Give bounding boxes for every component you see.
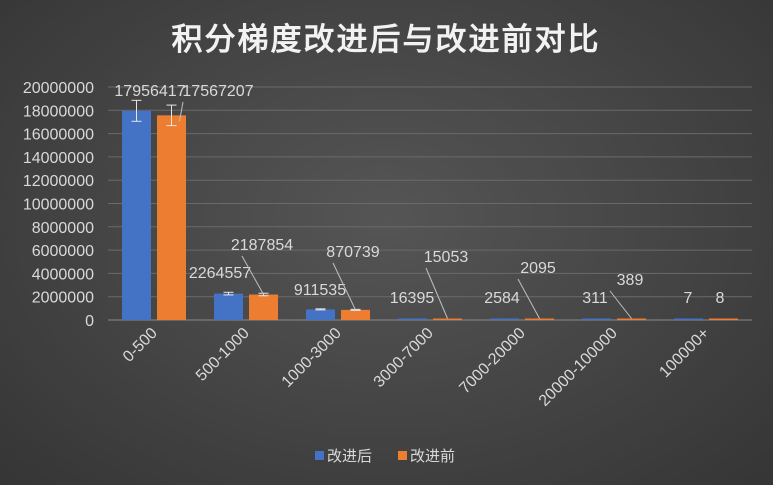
data-label: 17956417: [114, 83, 185, 100]
bar-before: [249, 294, 278, 320]
y-axis-ticks: 0 2000000 4000000 6000000 8000000 10000000 120…: [23, 80, 94, 330]
bar-before: [157, 115, 186, 320]
y-tick-label: 0: [85, 313, 94, 330]
legend-label: 改进后: [327, 447, 372, 465]
data-label: 311: [582, 290, 608, 307]
leader-line: [179, 101, 184, 122]
data-label: 911535: [294, 282, 346, 299]
gridlines: [108, 86, 752, 321]
data-label: 16395: [390, 290, 435, 307]
y-tick-label: 10000000: [23, 197, 94, 214]
x-tick-label: 500-1000: [193, 325, 253, 385]
bar-before: [709, 318, 738, 320]
chart-title: 积分梯度改进后与改进前对比: [172, 22, 601, 58]
leader-line: [332, 262, 356, 311]
x-tick-label: 100000+: [656, 325, 712, 381]
bar-before: [525, 318, 554, 320]
bar-after: [122, 110, 151, 320]
bar-after: [490, 318, 519, 320]
data-label: 870739: [326, 244, 379, 261]
bar-after: [214, 293, 243, 320]
leader-line: [517, 278, 540, 319]
y-tick-label: 2000000: [32, 290, 94, 307]
data-label: 2187854: [231, 237, 293, 254]
y-tick-label: 12000000: [23, 173, 94, 190]
y-tick-label: 6000000: [32, 243, 94, 260]
bar-after: [582, 318, 611, 320]
data-label: 2264557: [189, 265, 251, 282]
x-tick-label: 1000-3000: [279, 325, 345, 391]
x-tick-label: 20000-100000: [536, 325, 621, 410]
y-tick-label: 20000000: [23, 80, 94, 97]
legend-swatch: [315, 451, 324, 460]
data-label: 389: [617, 272, 644, 289]
bar-before: [433, 318, 462, 320]
bars: [122, 110, 738, 320]
bar-after: [674, 318, 703, 320]
bar-after: [398, 318, 427, 320]
data-label: 2584: [484, 290, 520, 307]
x-tick-label: 7000-20000: [456, 325, 528, 397]
leader-line: [241, 255, 264, 295]
leader-line: [609, 290, 632, 319]
data-label: 7: [684, 290, 693, 307]
x-axis-ticks: 0-500 500-1000 1000-3000 3000-7000 7000-2000…: [120, 325, 713, 410]
data-label: 15053: [424, 249, 469, 266]
legend-swatch: [398, 451, 407, 460]
data-label: 17567207: [182, 83, 253, 100]
leader-line: [425, 267, 448, 319]
data-label: 2095: [520, 260, 556, 277]
y-tick-label: 4000000: [32, 266, 94, 283]
legend-label: 改进前: [410, 447, 455, 465]
y-tick-label: 18000000: [23, 103, 94, 120]
bar-after: [306, 309, 335, 320]
y-tick-label: 16000000: [23, 127, 94, 144]
x-tick-label: 3000-7000: [371, 325, 437, 391]
error-bars: [131, 99, 361, 311]
x-tick-label: 0-500: [120, 325, 161, 366]
bar-before: [341, 309, 370, 320]
y-tick-label: 14000000: [23, 150, 94, 167]
legend: 改进后 改进前: [315, 447, 455, 465]
bar-before: [617, 318, 646, 320]
data-label: 8: [716, 290, 725, 307]
y-tick-label: 8000000: [32, 220, 94, 237]
